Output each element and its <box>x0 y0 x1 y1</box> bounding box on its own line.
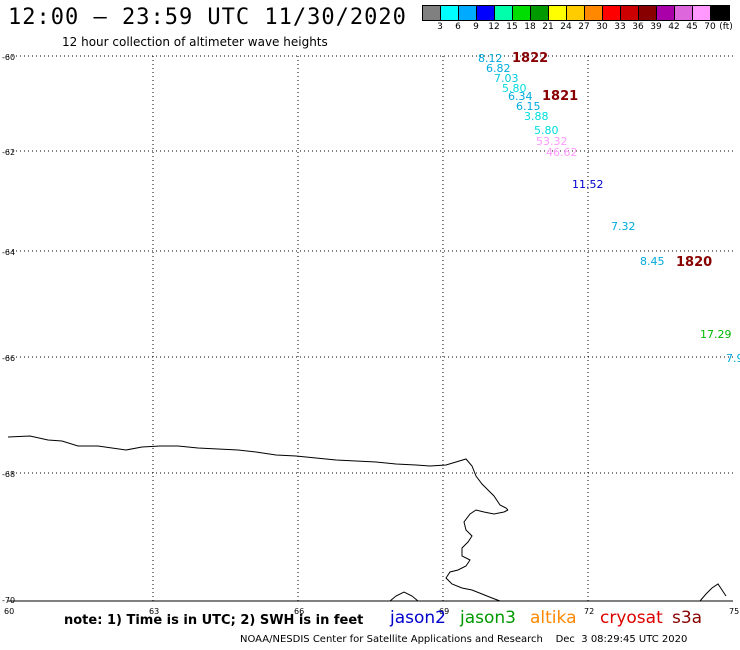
satellite-altika: altika <box>530 608 577 628</box>
legend-label: 36 <box>632 22 644 32</box>
wave-height-label: 3.88 <box>524 110 549 123</box>
wave-height-label: 6.34 <box>508 90 533 103</box>
lat-label: -64 <box>2 248 15 257</box>
wave-height-labels: 8.126.827.035.806.346.153.885.8053.3246.… <box>478 52 740 365</box>
satellite-jason3: jason3 <box>460 608 516 628</box>
color-legend <box>422 5 730 21</box>
legend-swatch <box>513 6 531 20</box>
wave-height-label: 6.15 <box>516 100 541 113</box>
lat-label: -60 <box>2 53 15 62</box>
wave-height-label: 5.80 <box>502 82 527 95</box>
chart-title: 12:00 – 23:59 UTC 11/30/2020 <box>8 5 407 30</box>
legend-label: 12 <box>488 22 500 32</box>
satellite-jason2: jason2 <box>390 608 446 628</box>
lat-label: -68 <box>2 470 15 479</box>
pass-time-labels: 1822 1821 1820 <box>512 51 712 270</box>
lon-label: 66 <box>294 607 304 616</box>
coastline-south <box>389 591 419 602</box>
legend-swatch <box>657 6 675 20</box>
legend-label: 33 <box>614 22 626 32</box>
legend-swatch <box>567 6 585 20</box>
wave-height-label: 11.52 <box>572 178 604 191</box>
legend-label: 27 <box>578 22 590 32</box>
legend-label: 6 <box>455 22 461 32</box>
graticule <box>8 55 733 602</box>
lat-label: -66 <box>2 354 15 363</box>
legend-swatch <box>495 6 513 20</box>
legend-swatch <box>531 6 549 20</box>
wave-height-label: 17.29 <box>700 328 732 341</box>
legend-swatch <box>603 6 621 20</box>
chart-subtitle: 12 hour collection of altimeter wave hei… <box>62 35 328 49</box>
wave-height-label: 6.82 <box>486 62 511 75</box>
legend-label: (ft) <box>719 22 733 32</box>
pass-time-label: 1821 <box>542 89 578 104</box>
legend-label: 30 <box>596 22 608 32</box>
legend-swatch <box>477 6 495 20</box>
lon-label: 75 <box>729 607 739 616</box>
legend-swatch <box>549 6 567 20</box>
footnote: note: 1) Time is in UTC; 2) SWH is in fe… <box>64 613 364 628</box>
legend-label: 42 <box>668 22 680 32</box>
wave-height-label: 7.03 <box>494 72 519 85</box>
wave-height-label: 8.45 <box>640 255 665 268</box>
legend-label: 39 <box>650 22 662 32</box>
legend-label: 9 <box>473 22 479 32</box>
pass-time-label: 1820 <box>676 255 712 270</box>
credit-line: NOAA/NESDIS Center for Satellite Applica… <box>240 634 688 645</box>
coastline <box>7 435 509 511</box>
lon-label: 69 <box>439 607 449 616</box>
wave-height-label: 7.9 <box>726 352 740 365</box>
wave-height-label: 46.62 <box>546 146 578 159</box>
legend-label: 18 <box>524 22 536 32</box>
lat-label: -70 <box>2 596 15 605</box>
legend-swatch <box>693 6 711 20</box>
ice-shelf-edge <box>445 509 509 602</box>
legend-label: 45 <box>686 22 698 32</box>
legend-label: 24 <box>560 22 572 32</box>
lat-label: -62 <box>2 148 15 157</box>
legend-swatch <box>711 6 729 20</box>
legend-swatch <box>441 6 459 20</box>
legend-swatch <box>675 6 693 20</box>
wave-height-label: 7.32 <box>611 220 636 233</box>
coastline-east <box>699 583 727 602</box>
legend-label: 21 <box>542 22 554 32</box>
pass-time-label: 1822 <box>512 51 548 66</box>
lon-label: 63 <box>149 607 159 616</box>
legend-swatch <box>423 6 441 20</box>
lon-label: 60 <box>4 607 14 616</box>
legend-swatch <box>585 6 603 20</box>
legend-label: 3 <box>437 22 443 32</box>
satellite-cryosat: cryosat <box>600 608 663 628</box>
wave-height-label: 5.80 <box>534 124 559 137</box>
wave-height-label: 8.12 <box>478 52 503 65</box>
satellite-s3a: s3a <box>672 608 703 628</box>
axis-labels: -60 -62 -64 -66 -68 -70 60 63 66 69 72 75 <box>2 53 739 616</box>
wave-height-label: 53.32 <box>536 135 568 148</box>
legend-swatch <box>621 6 639 20</box>
lon-label: 72 <box>584 607 594 616</box>
legend-swatch <box>639 6 657 20</box>
legend-swatch <box>459 6 477 20</box>
legend-label: 70 <box>704 22 716 32</box>
legend-label: 15 <box>506 22 518 32</box>
